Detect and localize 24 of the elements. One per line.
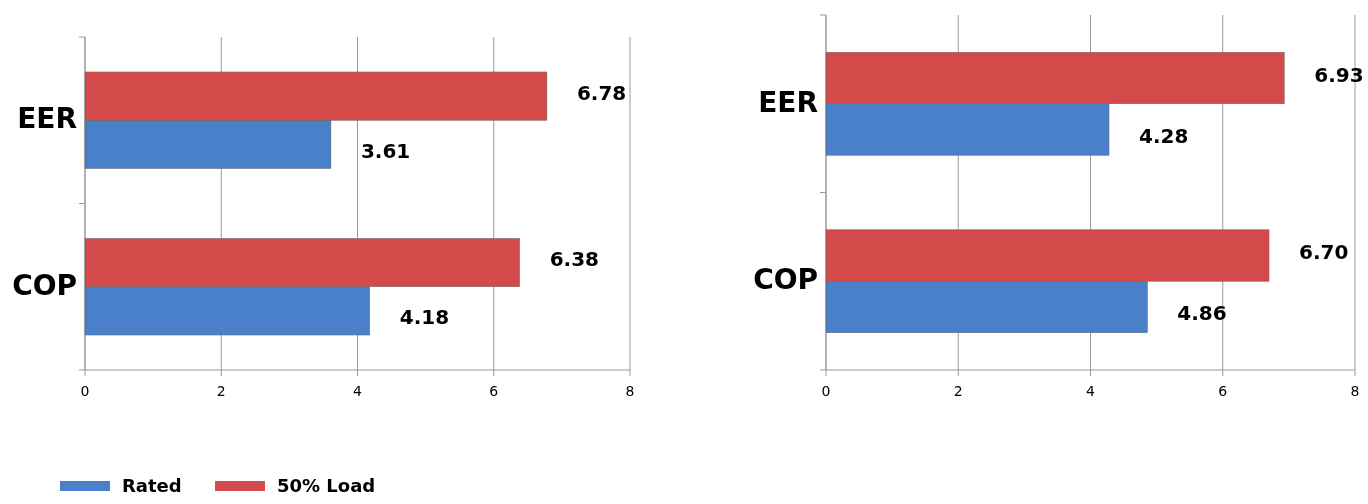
y-tick-label: EER [17,102,77,136]
data-label: 4.86 [1177,301,1227,326]
x-tick-label: 8 [1350,383,1360,399]
y-tick-label: COP [12,268,77,302]
x-tick-label: 6 [489,383,499,399]
x-tick-label: 0 [821,383,831,399]
legend-label: Rated [122,475,182,496]
x-tick-label: 4 [1086,383,1096,399]
x-tick-label: 2 [953,383,963,399]
x-tick-label: 2 [216,383,226,399]
x-tick-label: 8 [625,383,635,399]
data-label: 6.78 [576,80,627,105]
data-label: 6.93 [1314,62,1364,87]
x-tick-label: 4 [353,383,363,399]
x-tick-label: 6 [1218,383,1228,399]
data-label: 4.28 [1139,123,1189,148]
data-label: 4.18 [399,305,450,330]
data-label: 6.38 [549,247,599,272]
y-tick-label: COP [753,263,818,297]
x-tick-label: 0 [80,383,90,399]
data-label: 3.61 [360,138,411,163]
legend-label: 50% Load [277,475,376,496]
data-label: 6.70 [1299,240,1349,265]
y-tick-label: EER [758,85,818,119]
